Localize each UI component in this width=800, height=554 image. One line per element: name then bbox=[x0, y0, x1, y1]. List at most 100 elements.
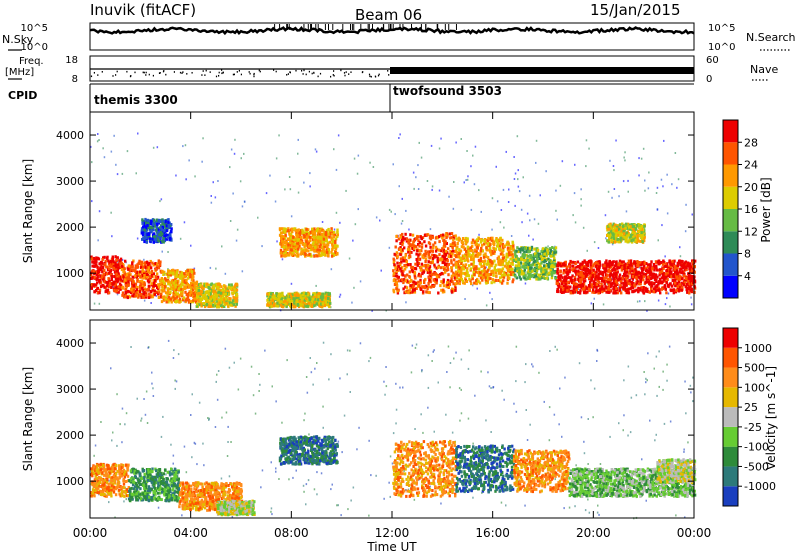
data-pixel bbox=[312, 297, 315, 301]
data-pixel bbox=[330, 227, 333, 231]
noise-pixel bbox=[674, 152, 677, 154]
data-pixel bbox=[535, 254, 538, 258]
data-pixel bbox=[161, 279, 165, 283]
nave-label: Nave bbox=[750, 63, 778, 76]
data-pixel bbox=[627, 259, 631, 263]
data-pixel bbox=[501, 273, 504, 277]
noise-pixel bbox=[473, 183, 476, 186]
data-pixel bbox=[157, 239, 160, 243]
data-pixel bbox=[479, 262, 482, 266]
data-pixel bbox=[498, 245, 501, 249]
data-pixel bbox=[509, 267, 512, 271]
data-pixel bbox=[181, 288, 184, 291]
data-pixel bbox=[301, 297, 304, 301]
data-pixel bbox=[146, 268, 150, 272]
data-pixel bbox=[511, 262, 514, 266]
data-pixel bbox=[404, 285, 407, 289]
noise-pixel bbox=[471, 284, 474, 287]
data-pixel bbox=[290, 253, 293, 257]
data-pixel bbox=[321, 292, 325, 296]
data-pixel bbox=[149, 266, 153, 270]
data-pixel bbox=[497, 279, 500, 282]
data-pixel bbox=[310, 305, 314, 308]
data-pixel bbox=[332, 254, 335, 257]
noise-pixel bbox=[535, 139, 538, 142]
data-pixel bbox=[457, 269, 461, 273]
data-pixel bbox=[270, 301, 273, 305]
data-pixel bbox=[490, 261, 494, 265]
noise-pixel bbox=[90, 145, 92, 148]
data-pixel bbox=[161, 240, 164, 244]
data-pixel bbox=[175, 281, 178, 285]
noise-pixel bbox=[518, 190, 521, 193]
data-pixel bbox=[152, 272, 155, 276]
data-pixel bbox=[200, 286, 204, 290]
data-pixel bbox=[540, 250, 543, 254]
data-pixel bbox=[526, 276, 530, 280]
data-pixel bbox=[316, 250, 319, 254]
data-pixel bbox=[541, 247, 545, 251]
data-pixel bbox=[435, 247, 439, 251]
noise-pixel bbox=[110, 211, 112, 214]
data-pixel bbox=[291, 250, 295, 254]
data-pixel bbox=[475, 250, 478, 254]
data-pixel bbox=[211, 294, 215, 298]
data-pixel bbox=[329, 231, 332, 235]
data-pixel bbox=[178, 293, 182, 297]
data-pixel bbox=[333, 246, 336, 250]
freq-dot bbox=[204, 74, 206, 76]
noise-pixel bbox=[627, 179, 629, 182]
data-pixel bbox=[124, 278, 127, 282]
data-pixel bbox=[139, 282, 143, 285]
data-pixel bbox=[313, 241, 316, 245]
data-pixel bbox=[460, 260, 463, 264]
data-pixel bbox=[453, 253, 456, 257]
data-pixel bbox=[413, 273, 416, 277]
data-pixel bbox=[550, 254, 553, 258]
freq-dot bbox=[348, 73, 350, 75]
data-pixel bbox=[92, 256, 96, 260]
data-pixel bbox=[119, 259, 122, 263]
data-pixel bbox=[105, 265, 108, 269]
noise-pixel bbox=[625, 210, 628, 213]
data-pixel bbox=[90, 283, 94, 286]
data-pixel bbox=[487, 237, 490, 241]
noise-pixel bbox=[472, 154, 474, 157]
data-pixel bbox=[536, 247, 539, 251]
data-pixel bbox=[542, 270, 545, 274]
data-pixel bbox=[159, 220, 162, 223]
data-pixel bbox=[160, 288, 163, 292]
freq-dot bbox=[286, 73, 288, 76]
data-pixel bbox=[208, 286, 211, 290]
data-pixel bbox=[485, 270, 489, 274]
noise-pixel bbox=[640, 157, 643, 160]
data-pixel bbox=[297, 244, 301, 248]
data-pixel bbox=[150, 269, 154, 273]
data-pixel bbox=[198, 303, 201, 307]
data-pixel bbox=[302, 249, 306, 253]
noise-pixel bbox=[639, 266, 641, 269]
data-pixel bbox=[121, 275, 124, 279]
noise-pixel bbox=[438, 147, 441, 150]
data-pixel bbox=[151, 237, 154, 241]
data-pixel bbox=[132, 284, 136, 288]
data-pixel bbox=[464, 236, 468, 240]
data-pixel bbox=[526, 271, 529, 275]
data-pixel bbox=[403, 256, 407, 260]
noise-pixel bbox=[606, 282, 609, 285]
data-pixel bbox=[94, 270, 97, 274]
data-pixel bbox=[416, 235, 419, 239]
data-pixel bbox=[160, 300, 164, 304]
data-pixel bbox=[332, 235, 336, 239]
data-pixel bbox=[540, 255, 543, 258]
data-pixel bbox=[496, 244, 499, 248]
data-pixel bbox=[432, 285, 435, 288]
data-pixel bbox=[394, 245, 397, 249]
data-pixel bbox=[407, 250, 410, 254]
data-pixel bbox=[522, 258, 526, 262]
data-pixel bbox=[190, 278, 194, 282]
data-pixel bbox=[293, 299, 296, 303]
data-pixel bbox=[460, 245, 464, 249]
data-pixel bbox=[274, 297, 277, 300]
data-pixel bbox=[162, 219, 165, 223]
